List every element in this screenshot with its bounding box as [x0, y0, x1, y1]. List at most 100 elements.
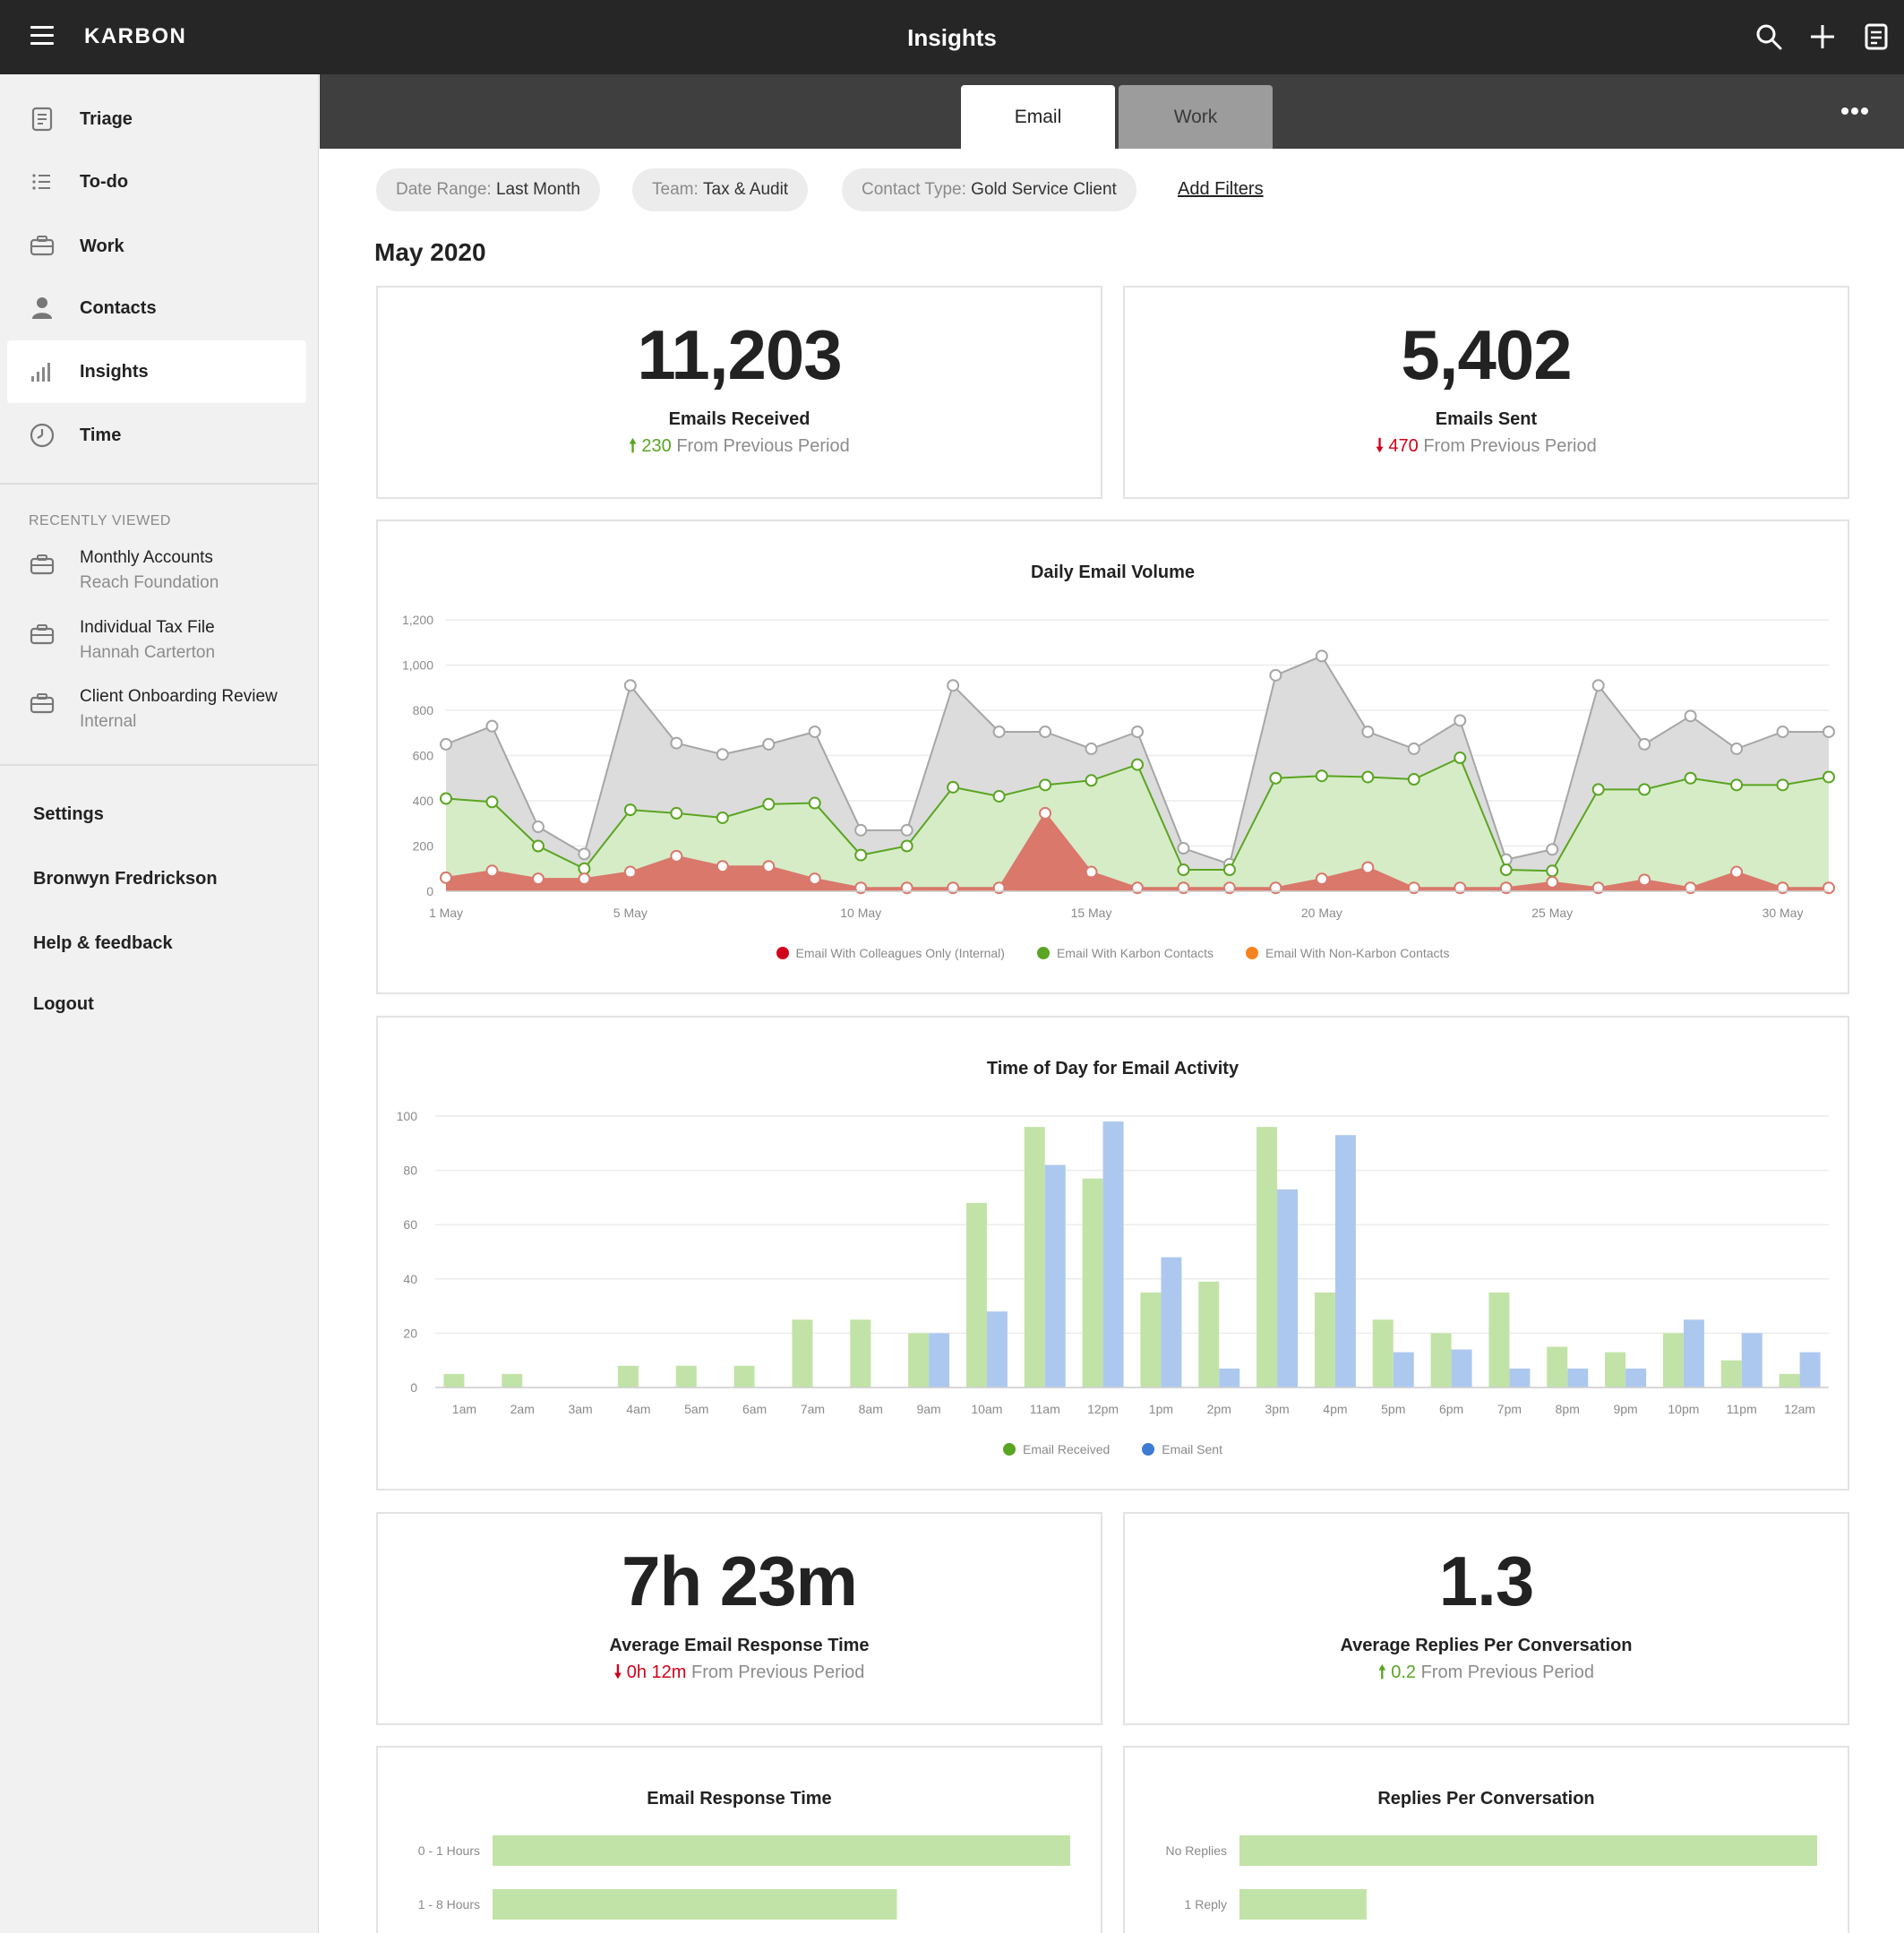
- add-filters-link[interactable]: Add Filters: [1178, 179, 1264, 199]
- bar: [1239, 1889, 1367, 1920]
- data-point: [900, 839, 913, 853]
- bar-email-received: [1314, 1292, 1335, 1387]
- bar-email-sent: [1219, 1368, 1240, 1387]
- x-tick-label: 6am: [742, 1402, 767, 1416]
- data-point: [1823, 725, 1835, 738]
- recent-item[interactable]: Monthly Accounts Reach Foundation: [7, 548, 306, 606]
- data-point: [1638, 873, 1651, 887]
- legend-label: Email With Colleagues Only (Internal): [795, 946, 1005, 960]
- chart-title: Replies Per Conversation: [1377, 1789, 1595, 1808]
- filter-date-range[interactable]: Date Range: Last Month: [376, 168, 600, 211]
- data-point: [1177, 881, 1190, 895]
- x-tick-label: 9pm: [1613, 1402, 1637, 1416]
- recent-item-subtitle: Internal: [80, 712, 137, 731]
- bar-email-sent: [1799, 1352, 1821, 1387]
- kpi-delta: 🠕 230 From Previous Period: [378, 433, 1101, 463]
- sidebar-item-todo[interactable]: To-do: [7, 150, 306, 213]
- data-point: [1407, 773, 1420, 786]
- sidebar-item-label: Triage: [80, 108, 133, 129]
- recent-item[interactable]: Individual Tax File Hannah Carterton: [7, 618, 306, 675]
- tab-work[interactable]: Work: [1119, 85, 1273, 149]
- tab-email[interactable]: Email: [961, 85, 1115, 149]
- logout-link[interactable]: Logout: [33, 994, 94, 1014]
- bar: [493, 1889, 897, 1920]
- data-point: [854, 823, 868, 837]
- data-point: [1177, 863, 1190, 877]
- data-point: [485, 864, 499, 878]
- data-point: [1222, 881, 1236, 895]
- data-point: [1315, 769, 1328, 783]
- x-tick-label: 1am: [452, 1402, 476, 1416]
- filter-key: Date Range:: [396, 180, 492, 199]
- bar-email-sent: [1451, 1349, 1472, 1387]
- bar-email-received: [1430, 1333, 1452, 1387]
- data-point: [762, 860, 776, 873]
- kpi-value: 5,402: [1401, 315, 1572, 394]
- settings-link[interactable]: Settings: [33, 804, 104, 824]
- sidebar-item-contacts[interactable]: Contacts: [7, 277, 306, 339]
- page-title: Insights: [907, 24, 997, 51]
- search-icon[interactable]: [1754, 21, 1784, 52]
- data-point: [808, 872, 821, 886]
- sidebar-item-label: Time: [80, 425, 122, 445]
- data-point: [1730, 742, 1744, 755]
- data-point: [1361, 770, 1375, 784]
- bar-email-sent: [1509, 1368, 1531, 1387]
- data-point: [1222, 863, 1236, 877]
- y-tick-label: No Replies: [1166, 1843, 1227, 1858]
- data-point: [900, 881, 913, 895]
- bar-email-sent: [1741, 1333, 1762, 1387]
- data-point: [947, 780, 960, 794]
- recent-item-title: Monthly Accounts: [80, 548, 213, 567]
- data-point: [1361, 861, 1375, 874]
- y-tick-label: 1,200: [402, 613, 433, 627]
- bar-email-received: [1140, 1292, 1162, 1387]
- x-tick-label: 2am: [510, 1402, 535, 1416]
- bar-email-sent: [929, 1333, 950, 1387]
- help-feedback-link[interactable]: Help & feedback: [33, 933, 173, 953]
- recent-item[interactable]: Client Onboarding Review Internal: [7, 687, 306, 744]
- kpi-card-emails-sent: 5,402 Emails Sent 🠗 470 From Previous Pe…: [1123, 286, 1849, 499]
- document-icon[interactable]: [1861, 21, 1891, 52]
- bar-email-received: [792, 1319, 813, 1387]
- hamburger-icon[interactable]: [30, 26, 54, 46]
- briefcase-icon: [29, 233, 56, 260]
- data-point: [1638, 783, 1651, 796]
- bar-email-sent: [1044, 1164, 1066, 1387]
- filter-team[interactable]: Team: Tax & Audit: [632, 168, 809, 211]
- time-of-day-card: Time of Day for Email Activity 0 20 40 60 80…: [376, 1016, 1849, 1491]
- bar-email-sent: [1567, 1368, 1589, 1387]
- data-point: [1269, 881, 1282, 895]
- data-point: [1591, 783, 1605, 796]
- y-tick-label: 200: [413, 839, 434, 854]
- x-tick-label: 10 May: [840, 906, 881, 920]
- x-tick-label: 5am: [684, 1402, 708, 1416]
- x-tick-label: 10am: [971, 1402, 1002, 1416]
- bar-email-received: [1256, 1127, 1278, 1387]
- more-dots-icon[interactable]: [1841, 103, 1872, 115]
- sidebar-item-triage[interactable]: Triage: [7, 88, 306, 150]
- chart-legend: Email Received Email Sent: [378, 1442, 1848, 1456]
- data-point: [531, 839, 545, 853]
- legend-label: Email With Karbon Contacts: [1056, 946, 1214, 960]
- bar-email-sent: [986, 1311, 1008, 1387]
- x-tick-label: 9am: [916, 1402, 940, 1416]
- data-point: [531, 820, 545, 834]
- sidebar-item-insights[interactable]: Insights: [7, 340, 306, 403]
- period-heading: May 2020: [374, 238, 486, 266]
- plus-icon[interactable]: [1807, 21, 1838, 52]
- data-point: [623, 679, 637, 692]
- data-point: [623, 865, 637, 879]
- data-point: [1591, 679, 1605, 692]
- sidebar-item-time[interactable]: Time: [7, 404, 306, 467]
- filter-contact-type[interactable]: Contact Type: Gold Service Client: [842, 168, 1136, 211]
- sidebar-item-label: Insights: [80, 361, 149, 382]
- data-point: [578, 862, 591, 875]
- sidebar-item-work[interactable]: Work: [7, 215, 306, 278]
- bar-email-received: [1547, 1346, 1568, 1387]
- x-tick-label: 12pm: [1087, 1402, 1119, 1416]
- bar-email-received: [443, 1373, 465, 1387]
- brand-logo: KARBON: [84, 24, 187, 48]
- kpi-card-avg-replies: 1.3 Average Replies Per Conversation 🠕 0…: [1123, 1512, 1849, 1725]
- user-profile-link[interactable]: Bronwyn Fredrickson: [33, 869, 218, 889]
